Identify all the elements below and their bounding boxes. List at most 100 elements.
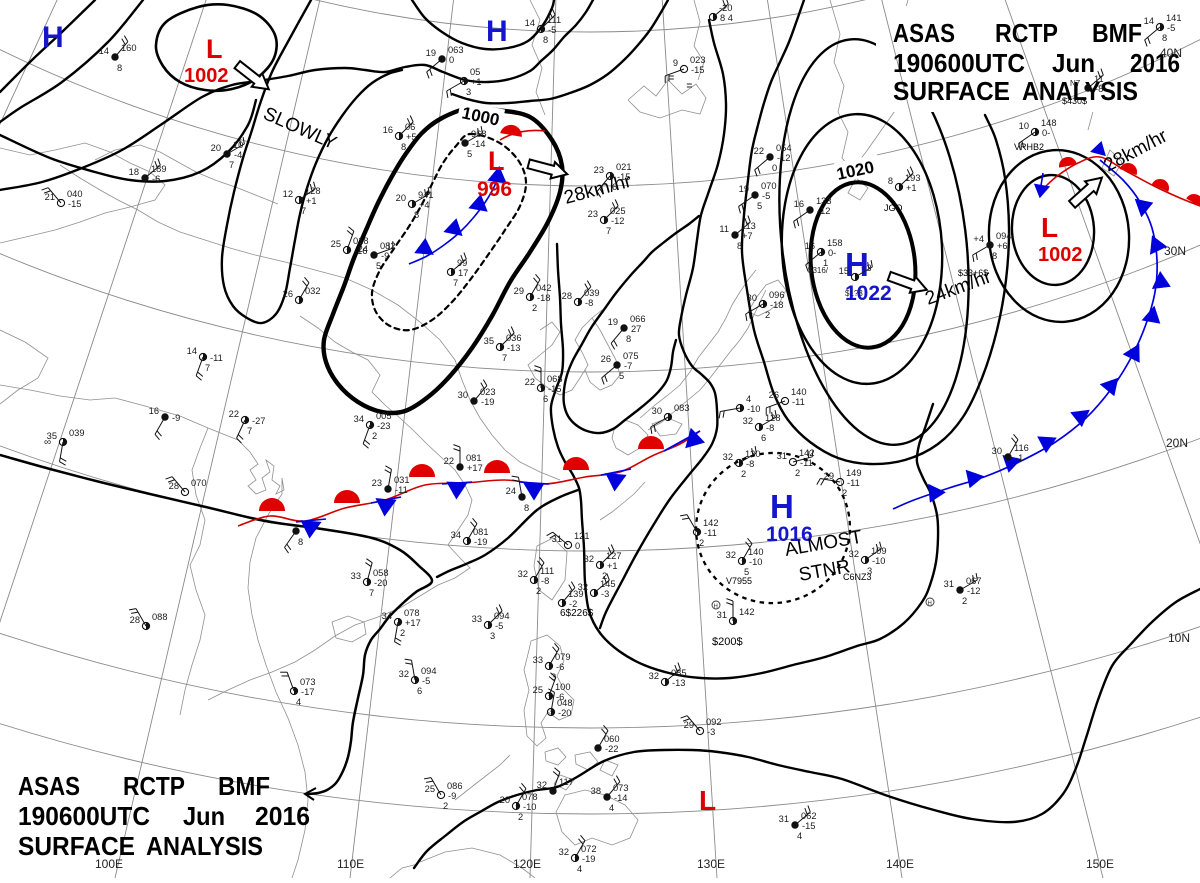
svg-text:094: 094 xyxy=(494,611,510,621)
svg-text:23: 23 xyxy=(372,478,382,488)
svg-text:99: 99 xyxy=(457,258,467,268)
svg-text:141: 141 xyxy=(1166,13,1182,23)
svg-text:H: H xyxy=(714,604,718,610)
svg-text:190600UTC: 190600UTC xyxy=(18,801,150,831)
svg-text:2: 2 xyxy=(372,431,377,441)
svg-text:3: 3 xyxy=(551,672,556,682)
svg-text:20: 20 xyxy=(396,193,406,203)
svg-text:2: 2 xyxy=(602,571,607,581)
svg-text:L: L xyxy=(699,785,716,816)
svg-text:8: 8 xyxy=(1162,33,1167,43)
svg-text:34: 34 xyxy=(451,530,461,540)
svg-text:1002: 1002 xyxy=(184,65,229,87)
svg-text:8: 8 xyxy=(524,503,529,513)
svg-text:-15: -15 xyxy=(802,821,815,831)
svg-text:-6: -6 xyxy=(556,692,564,702)
svg-text:23: 23 xyxy=(588,209,598,219)
svg-text:-11: -11 xyxy=(792,397,805,407)
svg-text:145: 145 xyxy=(600,579,616,589)
svg-text:067: 067 xyxy=(966,576,982,586)
svg-text:111: 111 xyxy=(547,15,561,25)
svg-text:7: 7 xyxy=(606,226,611,236)
svg-text:-5: -5 xyxy=(762,191,770,201)
svg-text:6$226$: 6$226$ xyxy=(560,608,594,619)
svg-text:142: 142 xyxy=(703,518,719,528)
svg-text:070: 070 xyxy=(191,478,207,488)
svg-text:31: 31 xyxy=(717,610,727,620)
svg-text:-8: -8 xyxy=(585,298,593,308)
svg-text:32: 32 xyxy=(743,416,753,426)
svg-text:-10: -10 xyxy=(872,556,885,566)
svg-text:048: 048 xyxy=(557,698,573,708)
svg-text:26: 26 xyxy=(769,390,779,400)
svg-text:33: 33 xyxy=(533,655,543,665)
svg-text:063: 063 xyxy=(448,45,464,55)
svg-text:-11: -11 xyxy=(210,353,223,363)
svg-text:190600UTC: 190600UTC xyxy=(893,48,1025,78)
svg-text:079: 079 xyxy=(555,652,571,662)
svg-text:6: 6 xyxy=(543,394,548,404)
svg-text:ASAS: ASAS xyxy=(893,18,955,48)
svg-text:-2: -2 xyxy=(569,599,577,609)
svg-text:ASAS: ASAS xyxy=(18,771,80,801)
svg-text:10: 10 xyxy=(233,140,243,150)
svg-text:-13: -13 xyxy=(672,678,685,688)
svg-text:+1: +1 xyxy=(306,196,317,206)
svg-text:6: 6 xyxy=(417,686,422,696)
svg-text:096: 096 xyxy=(769,290,785,300)
svg-text:0: 0 xyxy=(449,55,454,65)
svg-text:ANALYSIS: ANALYSIS xyxy=(1022,76,1138,106)
svg-text:4: 4 xyxy=(746,394,751,404)
svg-text:RCTP: RCTP xyxy=(995,18,1058,48)
svg-text:2: 2 xyxy=(795,468,800,478)
svg-text:-12: -12 xyxy=(777,153,790,163)
svg-text:VRHB2: VRHB2 xyxy=(1014,142,1044,152)
svg-text:C6NZ3: C6NZ3 xyxy=(843,572,872,582)
svg-text:127: 127 xyxy=(606,551,622,561)
svg-text:158: 158 xyxy=(827,238,843,248)
svg-text:-18: -18 xyxy=(537,293,550,303)
svg-text:L: L xyxy=(206,34,223,64)
svg-text:30: 30 xyxy=(652,406,662,416)
svg-text:054: 054 xyxy=(776,143,792,153)
svg-text:7: 7 xyxy=(502,353,507,363)
svg-text:28: 28 xyxy=(130,615,140,625)
svg-text:-10: -10 xyxy=(523,802,536,812)
svg-text:+3: +3 xyxy=(861,263,872,273)
svg-text:5: 5 xyxy=(467,149,472,159)
svg-text:-20: -20 xyxy=(558,708,571,718)
svg-text:142: 142 xyxy=(739,607,755,617)
svg-text:1002: 1002 xyxy=(1038,244,1083,266)
svg-text:-8: -8 xyxy=(541,576,549,586)
svg-text:28: 28 xyxy=(169,481,179,491)
svg-text:23: 23 xyxy=(594,165,604,175)
svg-text:32: 32 xyxy=(578,582,588,592)
svg-text:128: 128 xyxy=(305,186,321,196)
svg-text:32: 32 xyxy=(399,669,409,679)
svg-text:2: 2 xyxy=(400,628,405,638)
svg-text:142: 142 xyxy=(799,448,815,458)
svg-text:-11: -11 xyxy=(395,485,408,495)
svg-text:+7: +7 xyxy=(742,231,753,241)
svg-text:110E: 110E xyxy=(337,857,364,871)
svg-text:2: 2 xyxy=(532,303,537,313)
svg-text:5: 5 xyxy=(619,371,624,381)
svg-text:+1: +1 xyxy=(906,183,917,193)
svg-text:3: 3 xyxy=(867,566,872,576)
svg-text:023: 023 xyxy=(480,387,496,397)
svg-text:35: 35 xyxy=(47,431,57,441)
svg-text:-3: -3 xyxy=(601,589,609,599)
svg-text:11: 11 xyxy=(719,224,729,234)
svg-text:31: 31 xyxy=(552,534,562,544)
svg-text:20: 20 xyxy=(211,143,221,153)
svg-text:-14: -14 xyxy=(472,139,485,149)
svg-text:-12: -12 xyxy=(611,216,624,226)
svg-text:ANALYSIS: ANALYSIS xyxy=(146,831,263,861)
svg-text:30: 30 xyxy=(458,390,468,400)
svg-text:31: 31 xyxy=(944,579,954,589)
svg-text:-15: -15 xyxy=(68,199,81,209)
svg-text:-14: -14 xyxy=(614,793,627,803)
svg-text:≣: ≣ xyxy=(686,81,693,90)
svg-text:SURFACE: SURFACE xyxy=(893,76,1010,106)
svg-text:4: 4 xyxy=(577,864,582,874)
